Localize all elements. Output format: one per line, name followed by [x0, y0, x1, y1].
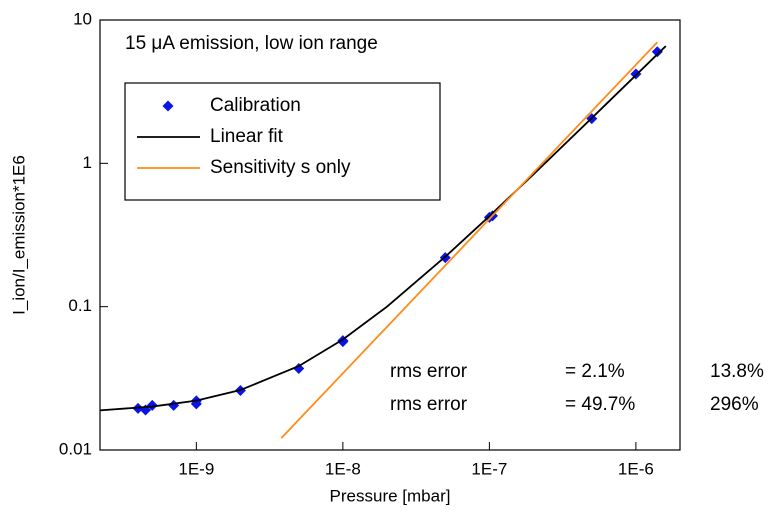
y-tick-label: 0.01 — [59, 439, 92, 458]
annotation: 296% — [710, 394, 759, 415]
data-point — [146, 399, 158, 411]
annotation: = 49.7% — [565, 394, 635, 415]
legend-marker — [162, 100, 174, 112]
legend-label: Linear fit — [210, 126, 284, 147]
y-axis-label: I_ion/I_emission*1E6 — [9, 155, 28, 315]
line-series — [280, 41, 658, 439]
plot-frame — [99, 19, 681, 451]
annotation: rms error — [390, 394, 468, 415]
line-series — [99, 45, 667, 412]
data-point — [168, 399, 180, 411]
chart-title: 15 μA emission, low ion range — [125, 33, 378, 54]
x-tick-label: 1E-9 — [178, 459, 214, 478]
y-tick-label: 0.1 — [68, 296, 92, 315]
data-point — [293, 363, 305, 375]
annotation: rms error — [390, 361, 468, 382]
annotation: = 2.1% — [565, 361, 625, 382]
annotation: 13.8% — [710, 361, 764, 382]
data-point — [651, 46, 663, 58]
data-point — [337, 336, 349, 348]
y-tick-label: 1 — [83, 153, 92, 172]
legend-label: Calibration — [210, 95, 301, 116]
legend-box — [124, 82, 441, 201]
y-tick-label: 10 — [73, 9, 92, 28]
x-axis-label: Pressure [mbar] — [330, 486, 451, 505]
legend-label: Sensitivity s only — [210, 157, 351, 178]
x-tick-label: 1E-6 — [618, 459, 654, 478]
x-tick-label: 1E-7 — [471, 459, 507, 478]
x-tick-label: 1E-8 — [325, 459, 361, 478]
